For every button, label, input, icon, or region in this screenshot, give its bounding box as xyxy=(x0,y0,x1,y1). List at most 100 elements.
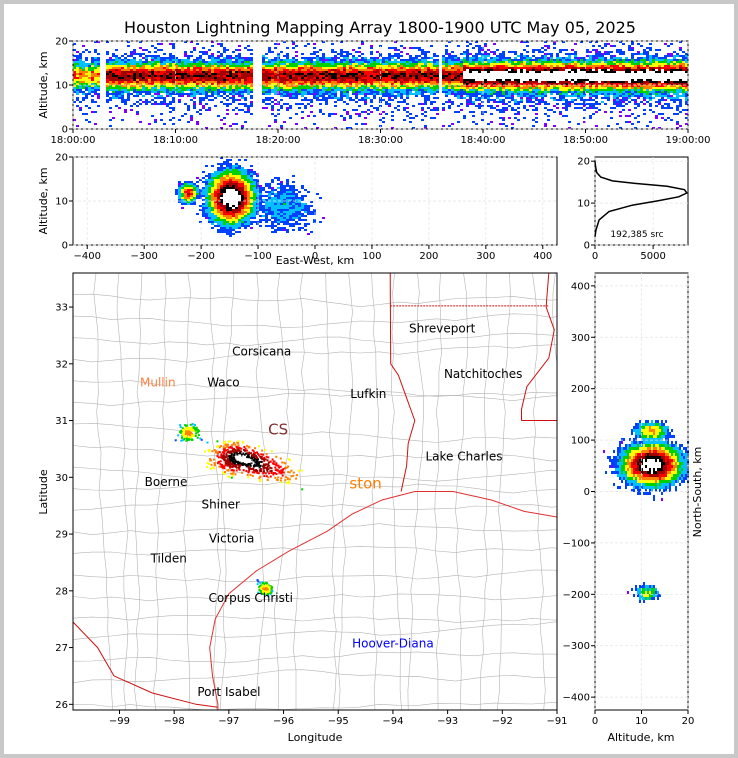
density-cell xyxy=(373,95,376,97)
density-cell xyxy=(607,51,610,53)
density-cell xyxy=(238,75,241,77)
density-cell xyxy=(346,63,349,65)
density-cell xyxy=(526,95,529,97)
density-cell xyxy=(637,63,640,65)
density-cell xyxy=(361,69,364,71)
density-cell xyxy=(139,91,142,93)
density-cell xyxy=(370,45,373,47)
density-cell xyxy=(565,53,568,55)
density-cell xyxy=(649,87,652,89)
density-cell xyxy=(334,63,337,65)
density-cell xyxy=(670,55,673,57)
density-cell xyxy=(643,59,646,61)
density-cell xyxy=(640,83,643,85)
density-cell xyxy=(418,69,421,71)
density-cell xyxy=(577,75,580,77)
density-cell xyxy=(133,49,136,51)
density-cell xyxy=(88,63,91,65)
density-cell xyxy=(301,69,304,71)
density-cell xyxy=(568,61,571,63)
density-cell xyxy=(589,91,592,93)
density-cell xyxy=(292,85,295,87)
density-cell xyxy=(118,61,121,63)
density-cell xyxy=(616,61,619,63)
density-cell xyxy=(232,97,235,99)
density-cell xyxy=(340,99,343,101)
density-cell xyxy=(112,89,115,91)
density-cell xyxy=(613,107,616,109)
density-cell xyxy=(310,65,313,67)
density-cell xyxy=(142,71,145,73)
density-cell xyxy=(274,73,277,75)
density-cell xyxy=(499,59,502,61)
density-cell xyxy=(532,125,535,127)
density-cell xyxy=(451,57,454,59)
density-cell xyxy=(307,83,310,85)
density-cell xyxy=(637,73,640,75)
density-cell xyxy=(661,87,664,89)
density-cell xyxy=(127,95,130,97)
density-cell xyxy=(127,85,130,87)
density-cell xyxy=(364,79,367,81)
density-cell xyxy=(550,79,553,81)
density-cell xyxy=(133,63,136,65)
density-cell xyxy=(469,67,472,69)
density-cell xyxy=(658,127,661,129)
density-cell xyxy=(349,81,352,83)
density-cell xyxy=(601,79,604,81)
density-cell xyxy=(334,69,337,71)
density-cell xyxy=(157,49,160,51)
density-cell xyxy=(466,45,469,47)
density-cell xyxy=(613,81,616,83)
density-cell xyxy=(550,77,553,79)
density-cell xyxy=(124,71,127,73)
density-cell xyxy=(160,75,163,77)
density-cell xyxy=(370,79,373,81)
density-cell xyxy=(661,113,664,115)
density-cell xyxy=(643,99,646,101)
density-cell xyxy=(352,81,355,83)
density-cell xyxy=(601,55,604,57)
density-cell xyxy=(328,73,331,75)
density-cell xyxy=(610,107,613,109)
density-cell xyxy=(223,73,226,75)
density-cell xyxy=(247,107,250,109)
density-cell xyxy=(562,87,565,89)
density-cell xyxy=(577,65,580,67)
density-cell xyxy=(238,109,241,111)
density-cell xyxy=(358,85,361,87)
density-cell xyxy=(295,81,298,83)
density-cell xyxy=(424,83,427,85)
density-cell xyxy=(277,61,280,63)
density-cell xyxy=(556,79,559,81)
density-cell xyxy=(127,61,130,63)
density-cell xyxy=(418,73,421,75)
density-cell xyxy=(526,57,529,59)
density-cell xyxy=(616,65,619,67)
density-cell xyxy=(640,95,643,97)
density-cell xyxy=(127,69,130,71)
density-cell xyxy=(340,73,343,75)
density-cell xyxy=(274,81,277,83)
density-cell xyxy=(106,63,109,65)
density-cell xyxy=(337,87,340,89)
density-cell xyxy=(172,109,175,111)
density-cell xyxy=(241,65,244,67)
density-cell xyxy=(415,47,418,49)
density-cell xyxy=(436,97,439,99)
density-cell xyxy=(139,99,142,101)
density-cell xyxy=(226,61,229,63)
density-cell xyxy=(157,83,160,85)
density-cell xyxy=(481,63,484,65)
density-cell xyxy=(538,63,541,65)
density-cell xyxy=(352,65,355,67)
density-cell xyxy=(151,63,154,65)
density-cell xyxy=(208,75,211,77)
density-cell xyxy=(109,93,112,95)
density-cell xyxy=(358,89,361,91)
density-cell xyxy=(313,77,316,79)
density-cell xyxy=(634,107,637,109)
density-cell xyxy=(139,103,142,105)
density-cell xyxy=(487,75,490,77)
density-cell xyxy=(361,77,364,79)
